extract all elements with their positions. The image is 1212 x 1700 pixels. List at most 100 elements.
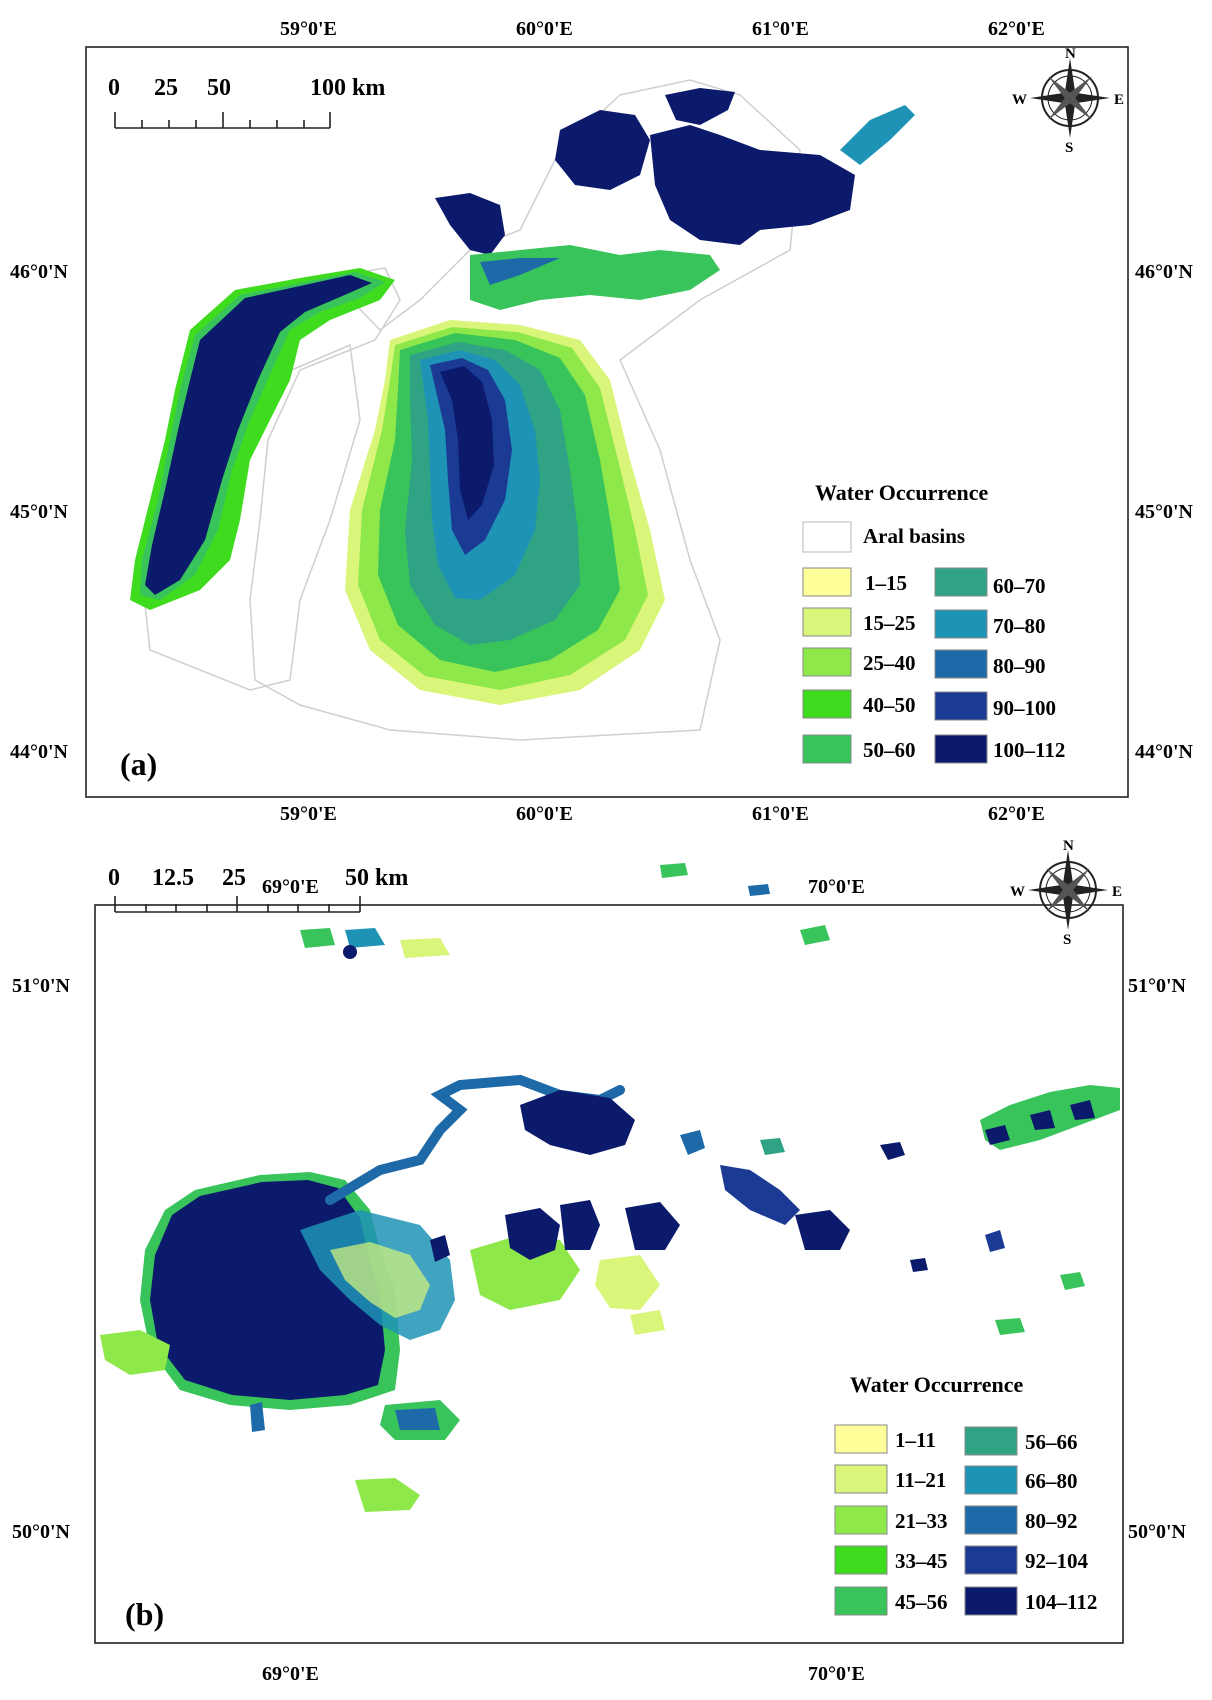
- legend-b-swatch-6: [964, 1426, 1018, 1456]
- compass-e: E: [1114, 92, 1124, 108]
- legend-b-swatch-8: [964, 1505, 1018, 1535]
- legend-a-class-9: 90–100: [993, 696, 1056, 720]
- panel-b-scale-bar: [114, 896, 361, 913]
- a-bot-lon-59: 59°0'E: [280, 803, 337, 825]
- b-top-lon-69: 69°0'E: [262, 876, 319, 898]
- legend-b-swatch-2: [834, 1464, 888, 1494]
- legend-a-basin-label: Aral basins: [863, 524, 965, 548]
- b-scale-label-50km: 50 km: [345, 865, 408, 891]
- connector-channel: [470, 245, 720, 310]
- b-right-lat-51: 51°0'N: [1128, 975, 1187, 997]
- b-scale-label-12-5: 12.5: [152, 865, 194, 891]
- b-scale-label-25: 25: [222, 865, 246, 891]
- legend-a-swatch-7: [934, 609, 988, 639]
- central-lake-cluster: [430, 1200, 680, 1310]
- legend-a-class-3: 25–40: [863, 651, 916, 675]
- panel-a-legend: Water Occurrence Aral basins 1–15 15–25 …: [802, 480, 1065, 764]
- legend-a-swatch-9: [934, 691, 988, 721]
- a-left-lat-45: 45°0'N: [10, 501, 69, 523]
- legend-a-class-7: 70–80: [993, 614, 1046, 638]
- legend-a-swatch-1: [802, 567, 852, 597]
- legend-b-swatch-3: [834, 1505, 888, 1535]
- panel-b-legend: Water Occurrence 1–11 11–21 21–33 33–45 …: [834, 1372, 1097, 1616]
- compass-s: S: [1065, 140, 1073, 156]
- a-bot-lon-60: 60°0'E: [516, 803, 573, 825]
- a-top-lon-59: 59°0'E: [280, 18, 337, 40]
- legend-b-class-2: 11–21: [895, 1468, 946, 1492]
- b-left-lat-51: 51°0'N: [12, 975, 71, 997]
- legend-b-class-8: 80–92: [1025, 1509, 1078, 1533]
- legend-b-swatch-5: [834, 1586, 888, 1616]
- legend-a-class-4: 40–50: [863, 693, 916, 717]
- a-bot-lon-61: 61°0'E: [752, 803, 809, 825]
- a-top-lon-60: 60°0'E: [516, 18, 573, 40]
- b-scale-label-0: 0: [108, 865, 120, 891]
- legend-a-swatch-2: [802, 607, 852, 637]
- a-top-lon-61: 61°0'E: [752, 18, 809, 40]
- scattered-ponds: [100, 863, 1085, 1512]
- legend-a-class-1: 1–15: [865, 571, 907, 595]
- panel-a-scale-bar: [114, 112, 331, 129]
- legend-b-class-1: 1–11: [895, 1428, 936, 1452]
- panel-a-map: 0 25 50 100 km N S E W 59°0'E 60°0'E 61°…: [10, 18, 1194, 825]
- legend-a-class-8: 80–90: [993, 654, 1046, 678]
- legend-b-swatch-7: [964, 1465, 1018, 1495]
- legend-a-swatch-3: [802, 647, 852, 677]
- legend-a-swatch-4: [802, 689, 852, 719]
- scale-label-0: 0: [108, 75, 120, 101]
- legend-a-title: Water Occurrence: [815, 480, 989, 505]
- panel-a-label: (a): [120, 746, 157, 782]
- compass-b-s: S: [1063, 932, 1071, 948]
- a-right-lat-45: 45°0'N: [1135, 501, 1194, 523]
- compass-b-n: N: [1063, 838, 1074, 854]
- north-big-lake: [520, 1090, 635, 1155]
- compass-rose-icon-b: N S E W: [1010, 838, 1122, 948]
- panel-b-label: (b): [125, 1596, 164, 1632]
- panel-b-map: 0 12.5 25 50 km N S E W 69°0'E 70°0'E 69…: [12, 838, 1187, 1685]
- legend-b-class-10: 104–112: [1025, 1590, 1097, 1614]
- legend-b-class-7: 66–80: [1025, 1469, 1078, 1493]
- west-aral-sea: [130, 268, 395, 610]
- compass-b-w: W: [1010, 884, 1025, 900]
- compass-n: N: [1065, 46, 1076, 62]
- a-right-lat-44: 44°0'N: [1135, 741, 1194, 763]
- legend-a-swatch-5: [802, 734, 852, 764]
- north-aral-lakes: [435, 88, 915, 255]
- legend-a-swatch-10: [934, 734, 988, 764]
- legend-a-swatch-6: [934, 567, 988, 597]
- legend-b-swatch-9: [964, 1545, 1018, 1575]
- legend-a-class-6: 60–70: [993, 574, 1046, 598]
- legend-a-basin-swatch: [802, 521, 852, 553]
- legend-a-class-5: 50–60: [863, 738, 916, 762]
- b-right-lat-50: 50°0'N: [1128, 1521, 1187, 1543]
- b-bot-lon-69: 69°0'E: [262, 1663, 319, 1685]
- east-aral-basin: [345, 320, 665, 705]
- legend-b-swatch-10: [964, 1586, 1018, 1616]
- a-right-lat-46: 46°0'N: [1135, 261, 1194, 283]
- legend-b-swatch-1: [834, 1424, 888, 1454]
- main-lake-group: [140, 1172, 455, 1410]
- a-bot-lon-62: 62°0'E: [988, 803, 1045, 825]
- b-top-lon-70: 70°0'E: [808, 876, 865, 898]
- compass-rose-icon: N S E W: [1012, 46, 1124, 156]
- compass-b-e: E: [1112, 884, 1122, 900]
- legend-b-class-4: 33–45: [895, 1549, 948, 1573]
- legend-a-swatch-8: [934, 649, 988, 679]
- legend-b-title: Water Occurrence: [850, 1372, 1024, 1397]
- legend-b-swatch-4: [834, 1545, 888, 1575]
- a-top-lon-62: 62°0'E: [988, 18, 1045, 40]
- scale-label-50: 50: [207, 75, 231, 101]
- legend-b-class-6: 56–66: [1025, 1430, 1078, 1454]
- legend-a-class-2: 15–25: [863, 611, 916, 635]
- a-left-lat-46: 46°0'N: [10, 261, 69, 283]
- scale-label-100km: 100 km: [310, 75, 385, 101]
- a-left-lat-44: 44°0'N: [10, 741, 69, 763]
- legend-b-class-5: 45–56: [895, 1590, 948, 1614]
- scale-label-25: 25: [154, 75, 178, 101]
- legend-b-class-9: 92–104: [1025, 1549, 1089, 1573]
- b-left-lat-50: 50°0'N: [12, 1521, 71, 1543]
- legend-a-class-10: 100–112: [993, 738, 1065, 762]
- legend-b-class-3: 21–33: [895, 1509, 948, 1533]
- eastern-lake-chain: [680, 1085, 1120, 1272]
- b-bot-lon-70: 70°0'E: [808, 1663, 865, 1685]
